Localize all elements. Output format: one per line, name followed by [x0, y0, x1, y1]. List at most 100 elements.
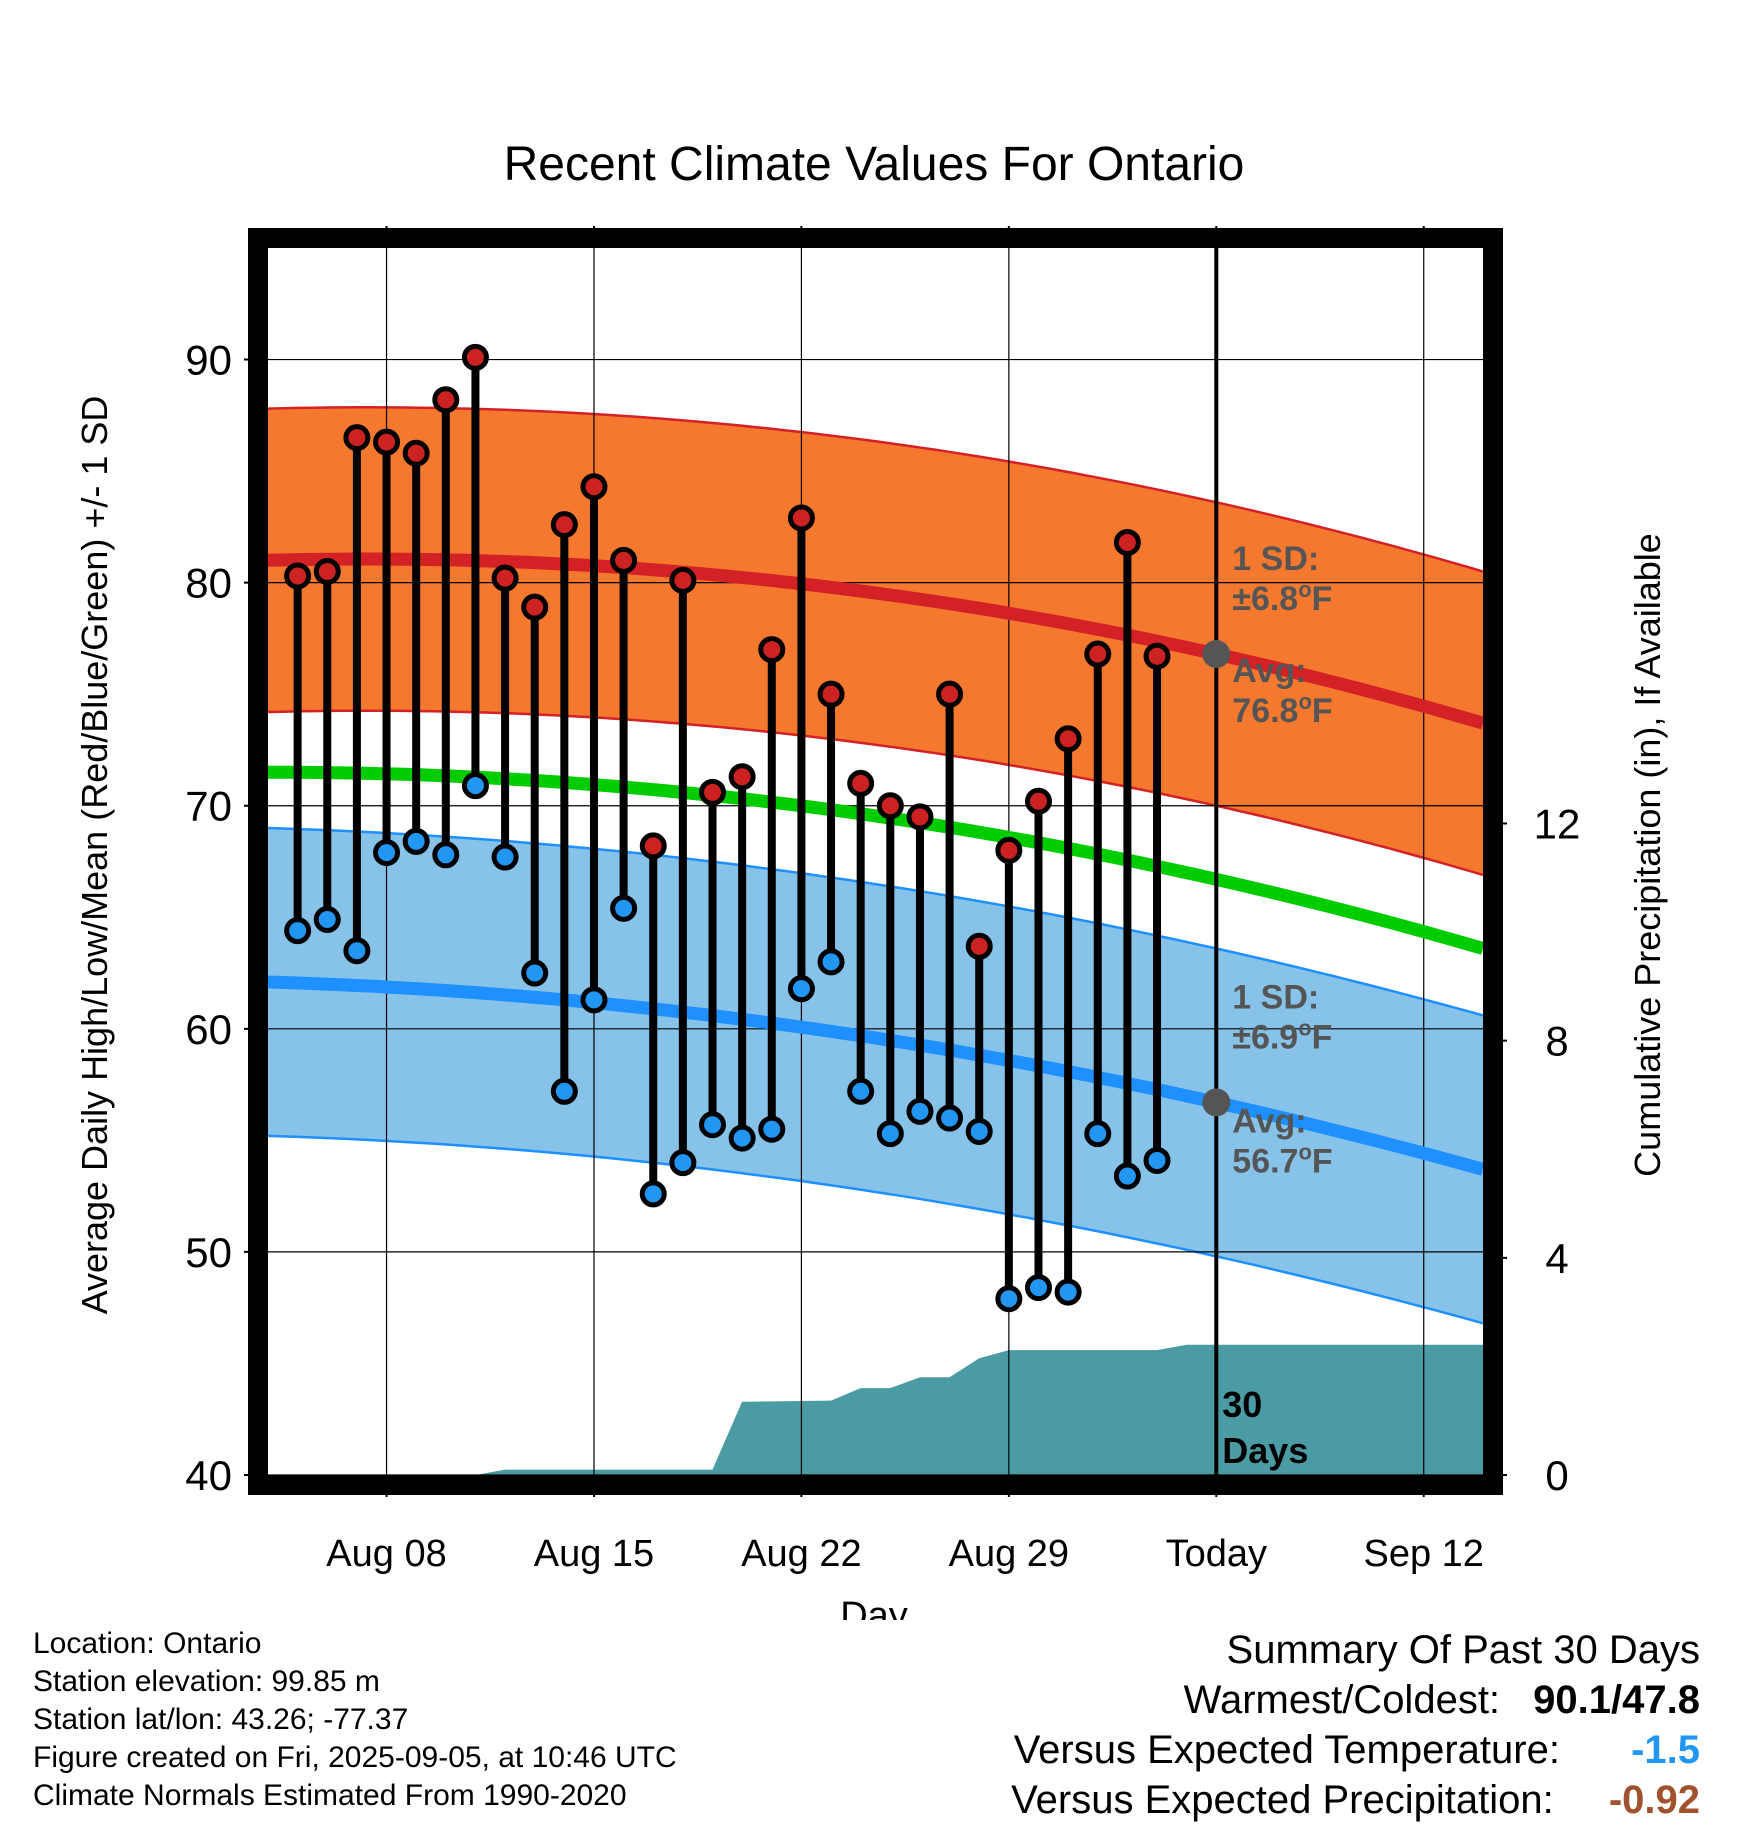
low-point-9 — [550, 1077, 578, 1105]
precip-period-days: Days — [1222, 1430, 1308, 1471]
x-tick-label: Aug 08 — [326, 1533, 446, 1575]
temp-value: -1.5 — [1631, 1728, 1700, 1772]
temp-row: Versus Expected Temperature: -1.5 — [1011, 1725, 1700, 1775]
high-point-26 — [1054, 725, 1082, 753]
low-sd-band-lower-edge — [268, 1134, 1483, 1325]
location-text: Location: Ontario — [33, 1627, 262, 1660]
normal-low-line — [268, 975, 1483, 1176]
high-point-10 — [580, 473, 608, 501]
high-point-28 — [1113, 528, 1141, 556]
high-avg-value: 76.8oF — [1232, 689, 1332, 730]
high-sd-label: 1 SD: — [1232, 540, 1319, 578]
low-point-3 — [373, 839, 401, 867]
high-point-19 — [847, 769, 875, 797]
high-point-18 — [817, 680, 845, 708]
low-sd-band — [268, 828, 1483, 1324]
high-point-14 — [699, 778, 727, 806]
high-point-9 — [550, 511, 578, 539]
low-point-6 — [461, 772, 489, 800]
high-point-21 — [906, 803, 934, 831]
y-tick-label: 90 — [185, 337, 232, 384]
high-point-0 — [284, 562, 312, 590]
high-point-2 — [343, 424, 371, 452]
high-sd-band — [268, 407, 1483, 875]
low-point-23 — [965, 1117, 993, 1145]
high-sd-band-upper-edge — [268, 406, 1483, 573]
high-point-11 — [610, 546, 638, 574]
low-point-19 — [847, 1077, 875, 1105]
y-tick-label: 80 — [185, 560, 232, 607]
y-tick-label: 40 — [185, 1452, 232, 1499]
plot-frame — [248, 228, 1503, 1495]
precip-label: Versus Expected Precipitation: — [1011, 1778, 1554, 1822]
summary-heading: Summary Of Past 30 Days — [1226, 1628, 1700, 1672]
today-low-marker — [1202, 1088, 1231, 1117]
low-point-10 — [580, 986, 608, 1014]
high-point-6 — [461, 343, 489, 371]
low-point-18 — [817, 948, 845, 976]
high-point-25 — [1024, 787, 1052, 815]
low-point-11 — [610, 894, 638, 922]
high-point-23 — [965, 932, 993, 960]
low-point-17 — [787, 975, 815, 1003]
precip-area — [268, 1344, 1483, 1475]
station-info: Location: Ontario Station elevation: 99.… — [33, 1625, 677, 1815]
high-point-3 — [373, 428, 401, 456]
y2-tick-label: 0 — [1545, 1452, 1568, 1499]
high-point-24 — [995, 836, 1023, 864]
low-point-8 — [521, 959, 549, 987]
low-point-20 — [876, 1120, 904, 1148]
precip-period-label: 30 — [1222, 1384, 1262, 1425]
low-point-16 — [758, 1115, 786, 1143]
high-point-29 — [1143, 642, 1171, 670]
x-tick-label: Aug 22 — [741, 1533, 861, 1575]
low-point-2 — [343, 937, 371, 965]
high-point-8 — [521, 593, 549, 621]
summary-panel: Summary Of Past 30 Days Warmest/Coldest:… — [1011, 1625, 1700, 1825]
high-avg-label: Avg: — [1232, 652, 1306, 690]
y-axis-label: Average Daily High/Low/Mean (Red/Blue/Gr… — [74, 396, 115, 1315]
precip-row: Versus Expected Precipitation: -0.92 — [1011, 1775, 1700, 1825]
high-point-16 — [758, 636, 786, 664]
high-point-5 — [432, 386, 460, 414]
x-tick-label: Aug 29 — [949, 1533, 1069, 1575]
today-high-marker — [1202, 640, 1231, 669]
low-point-28 — [1113, 1162, 1141, 1190]
high-point-13 — [669, 566, 697, 594]
created-text: Figure created on Fri, 2025-09-05, at 10… — [33, 1741, 677, 1774]
low-avg-value: 56.7oF — [1232, 1139, 1332, 1180]
low-point-4 — [402, 827, 430, 855]
chart-title: Recent Climate Values For Ontario — [504, 138, 1245, 191]
y2-tick-label: 4 — [1545, 1235, 1568, 1282]
low-point-13 — [669, 1149, 697, 1177]
temp-label: Versus Expected Temperature: — [1013, 1728, 1560, 1772]
low-point-25 — [1024, 1274, 1052, 1302]
low-point-22 — [936, 1104, 964, 1132]
low-point-29 — [1143, 1146, 1171, 1174]
low-point-12 — [639, 1180, 667, 1208]
warm-cold-value: 90.1/47.8 — [1533, 1678, 1700, 1722]
y-tick-label: 70 — [185, 783, 232, 830]
latlon-text: Station lat/lon: 43.26; -77.37 — [33, 1703, 409, 1736]
high-point-15 — [728, 763, 756, 791]
x-tick-label: Aug 15 — [534, 1533, 654, 1575]
low-point-14 — [699, 1111, 727, 1139]
low-point-7 — [491, 843, 519, 871]
high-point-1 — [313, 557, 341, 585]
y-tick-label: 50 — [185, 1229, 232, 1276]
high-sd-value: ±6.8oF — [1232, 577, 1332, 618]
high-point-12 — [639, 832, 667, 860]
precip-value: -0.92 — [1608, 1778, 1700, 1822]
high-point-17 — [787, 504, 815, 532]
low-point-0 — [284, 917, 312, 945]
low-point-27 — [1084, 1120, 1112, 1148]
x-tick-label: Today — [1166, 1533, 1267, 1575]
y2-tick-label: 8 — [1545, 1018, 1568, 1065]
climate-chart: Recent Climate Values For Ontario 1 SD:±… — [74, 138, 1668, 1620]
high-point-22 — [936, 680, 964, 708]
normal-high-line — [268, 552, 1483, 730]
x-tick-label: Sep 12 — [1364, 1533, 1484, 1575]
low-point-26 — [1054, 1278, 1082, 1306]
y-tick-label: 60 — [185, 1006, 232, 1053]
low-point-1 — [313, 906, 341, 934]
